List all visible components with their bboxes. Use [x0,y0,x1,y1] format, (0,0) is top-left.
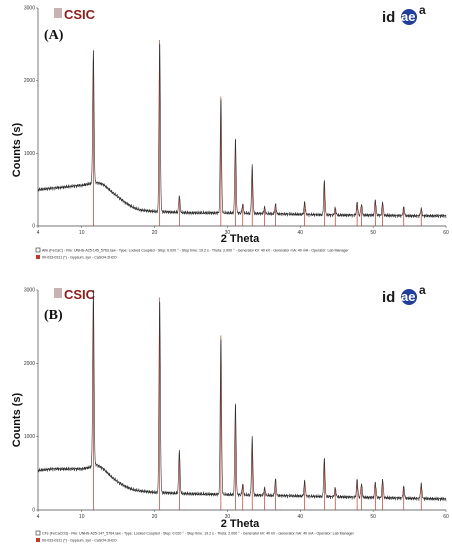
idaea-logo-sup: a [419,283,426,297]
y-tick-label: 1000 [24,151,35,157]
y-tick-label: 3000 [24,6,35,12]
chart-a-svg: CSIC id ae a (A) Counts (s) 2 Theta 0100… [11,3,449,260]
x-tick-label: 20 [152,514,158,520]
chart-panel-b: CSIC id ae a (B) Counts (s) 2 Theta 0 100… [0,278,452,550]
plot-area: 0 1000 2000 3000 4 10 20 30 40 50 60 [24,288,449,521]
legend-swatch-trace [35,247,41,253]
x-tick-label: 30 [225,230,231,236]
legend-swatch-reference [36,255,40,259]
idaea-logo-circle [401,9,417,25]
csic-logo-mark [54,288,62,298]
x-tick-label: 30 [225,514,231,520]
diffraction-trace [37,43,447,219]
legend-swatch-trace [35,530,41,536]
legend-entry-reference: 00-033-0311 (*) - Gypsum, syn - CaSO4·2H… [42,539,117,543]
y-tick-label: 0 [32,508,35,514]
diffraction-trace [37,290,447,502]
x-tick-label: 4 [37,514,40,520]
x-tick-label: 4 [37,230,40,236]
x-tick-label: 50 [370,230,376,236]
legend: CFs (FeCaCO3) - File: UNHS-A25-147_5764.… [35,530,355,543]
y-tick-label: 0 [32,224,35,230]
idaea-logo: id ae a [382,3,426,26]
y-axis-label: Counts (s) [11,122,23,177]
legend-entry-trace: Alfe (FeCaC) - File: UNHS-A25-145_5763.r… [42,249,349,253]
x-tick-label: 60 [443,230,449,236]
y-tick-label: 1000 [24,434,35,440]
idaea-logo-id: id [382,289,395,306]
idaea-logo-circle [401,289,417,305]
idaea-logo-ae: ae [401,289,415,304]
idaea-logo-sup: a [419,3,426,17]
idaea-logo-id: id [382,9,395,26]
x-tick-label: 20 [152,230,158,236]
legend-swatch-reference [36,538,40,542]
csic-logo: CSIC [54,7,96,22]
x-tick-label: 40 [298,514,304,520]
x-tick-label: 40 [298,230,304,236]
legend: Alfe (FeCaC) - File: UNHS-A25-145_5763.r… [35,247,349,260]
x-tick-label: 10 [79,230,85,236]
y-tick-label: 2000 [24,78,35,84]
chart-panel-a: CSIC id ae a (A) Counts (s) 2 Theta 0 100… [0,0,452,272]
csic-logo-text: CSIC [64,7,96,22]
x-axis-label: 2 Theta [221,233,260,245]
legend-entry-trace: CFs (FeCaCO3) - File: UNHS-A25-147_5764.… [42,532,355,536]
x-tick-label: 50 [370,514,376,520]
y-tick-label: 3000 [24,288,35,294]
idaea-logo-ae: ae [401,9,415,24]
y-axis-label: Counts (s) [11,392,23,447]
panel-label: (A) [44,28,64,43]
legend-entry-reference: 00-033-0311 (*) - Gypsum, syn - CaSO4·2H… [42,256,117,260]
idaea-logo: id ae a [382,283,426,306]
y-tick-label: 2000 [24,361,35,367]
plot-area: 0 1000 2000 3000 4 10 20 30 40 50 60 [24,6,449,237]
panel-label: (B) [44,308,63,323]
x-tick-label: 10 [79,514,85,520]
csic-logo: CSIC [54,287,96,302]
x-tick-label: 60 [443,514,449,520]
csic-logo-text: CSIC [64,287,96,302]
x-axis-label: 2 Theta [221,518,260,530]
csic-logo-mark [54,8,62,18]
chart-b-svg: CSIC id ae a (B) Counts (s) 2 Theta 0100… [11,283,449,543]
